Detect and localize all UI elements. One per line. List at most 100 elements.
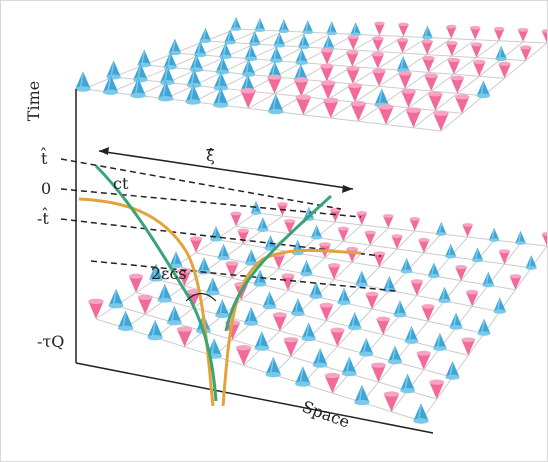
cone-base bbox=[401, 89, 415, 94]
cone-base bbox=[164, 65, 177, 70]
cone-base bbox=[428, 91, 442, 96]
cone-base bbox=[303, 30, 314, 34]
cone-base bbox=[372, 36, 383, 40]
space-label: Space bbox=[300, 397, 353, 432]
cone-base bbox=[394, 313, 407, 318]
cone-base bbox=[445, 255, 456, 259]
cone-base bbox=[398, 71, 411, 76]
cone-base bbox=[445, 375, 459, 380]
cone-base bbox=[296, 94, 311, 99]
cone-base bbox=[230, 212, 241, 216]
cone-base bbox=[257, 228, 268, 232]
cone-base bbox=[167, 320, 182, 325]
cone-base bbox=[346, 247, 358, 251]
cone-base bbox=[291, 311, 305, 316]
cone-base bbox=[279, 29, 290, 33]
cone-base bbox=[482, 283, 494, 287]
lattice-line bbox=[166, 32, 308, 98]
cone-base bbox=[300, 272, 312, 276]
cone-base bbox=[371, 363, 386, 368]
cone-base bbox=[323, 98, 338, 103]
cone-base bbox=[384, 391, 399, 396]
cone-base bbox=[348, 35, 359, 39]
cone-base bbox=[147, 335, 162, 340]
cone-base bbox=[255, 28, 266, 32]
xi-label: ξ̂ bbox=[206, 146, 215, 165]
cone-base bbox=[372, 52, 384, 56]
cone-base bbox=[302, 336, 316, 341]
cone-base bbox=[118, 326, 133, 331]
cone-base bbox=[455, 94, 469, 99]
cone-base bbox=[436, 232, 447, 236]
cone-base bbox=[400, 388, 415, 393]
time-tick: -τQ bbox=[37, 332, 64, 351]
cone-base bbox=[190, 67, 203, 72]
cone-base bbox=[213, 102, 228, 107]
cone-base bbox=[348, 325, 362, 330]
cone-base bbox=[398, 23, 409, 27]
cone-base bbox=[448, 58, 460, 62]
cone-base bbox=[374, 22, 385, 26]
cone-base bbox=[75, 86, 90, 91]
cone-base bbox=[298, 45, 309, 49]
cone-base bbox=[236, 345, 251, 350]
cone-base bbox=[326, 31, 337, 35]
arrow-head bbox=[342, 185, 353, 193]
cone-base bbox=[413, 418, 428, 423]
cone-base bbox=[200, 39, 211, 43]
lattice-line bbox=[111, 30, 260, 92]
cone-base bbox=[526, 266, 537, 270]
cone-base bbox=[320, 303, 334, 308]
upper-lattice bbox=[75, 17, 547, 131]
cone-base bbox=[284, 219, 295, 223]
lattice-line bbox=[256, 213, 547, 246]
cone-base bbox=[411, 279, 423, 283]
cone-base bbox=[471, 42, 482, 46]
cone-base bbox=[270, 59, 282, 63]
cone-base bbox=[274, 44, 285, 48]
cone-base bbox=[328, 263, 340, 267]
cone-base bbox=[455, 265, 467, 269]
cone-base bbox=[321, 48, 333, 52]
cone-base bbox=[160, 80, 174, 85]
cone-base bbox=[446, 41, 457, 45]
cone-base bbox=[266, 372, 281, 377]
cone-base bbox=[473, 60, 485, 64]
cone-base bbox=[417, 351, 431, 356]
cone-base bbox=[450, 325, 463, 330]
cone-base bbox=[466, 290, 478, 294]
cone-base bbox=[103, 90, 118, 95]
cone-base bbox=[177, 326, 192, 331]
cone-base bbox=[383, 214, 394, 218]
cone-base bbox=[365, 230, 376, 234]
dashed-levels bbox=[61, 159, 396, 291]
cone-base bbox=[254, 282, 267, 287]
cone-base bbox=[295, 61, 307, 65]
arrow-head bbox=[99, 147, 109, 155]
cone-base bbox=[421, 39, 432, 43]
cone-base bbox=[109, 303, 124, 308]
time-tick: -t̂ bbox=[37, 208, 49, 228]
cone-base bbox=[391, 234, 402, 238]
ct-label: ct bbox=[113, 174, 129, 193]
cone-base bbox=[489, 238, 500, 242]
lattice-line bbox=[193, 33, 332, 102]
cone-base bbox=[254, 346, 269, 351]
cone-base bbox=[282, 273, 295, 278]
cone-base bbox=[245, 57, 257, 61]
cone-base bbox=[185, 99, 200, 104]
cone-base bbox=[428, 274, 440, 278]
cone-base bbox=[477, 93, 490, 98]
cone-base bbox=[438, 299, 450, 303]
cone-base bbox=[406, 107, 421, 112]
cone-base bbox=[133, 77, 147, 82]
cone-base bbox=[263, 305, 277, 310]
cone-base bbox=[424, 73, 437, 78]
width-label: 2εcs bbox=[151, 264, 187, 283]
cone-base bbox=[388, 359, 402, 364]
lattice-line bbox=[83, 29, 236, 89]
cone-base bbox=[268, 109, 283, 114]
cone-base bbox=[219, 55, 231, 59]
cone-base bbox=[321, 80, 335, 85]
cone-base bbox=[429, 380, 444, 385]
